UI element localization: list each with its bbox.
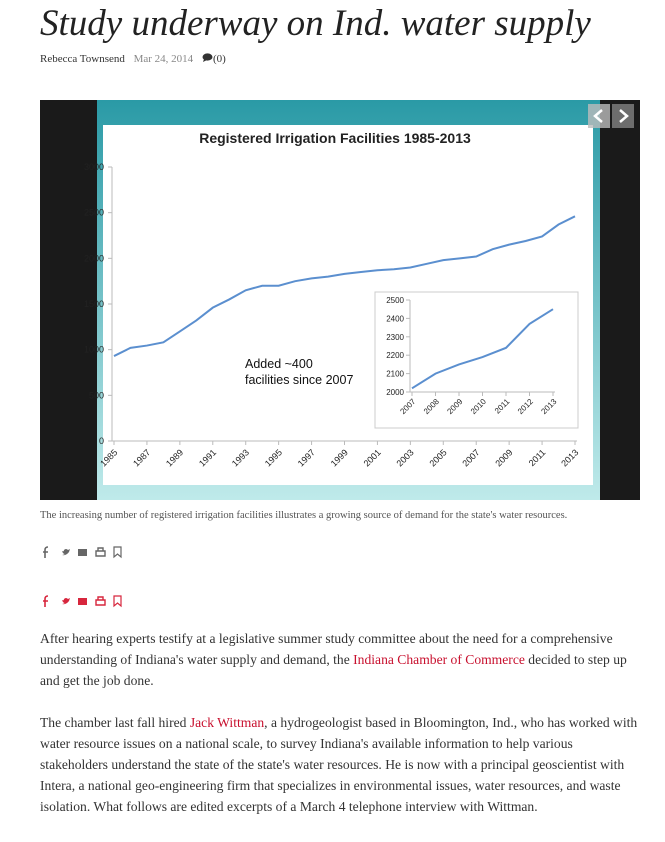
article-title: Study underway on Ind. water supply xyxy=(40,3,591,44)
text: , a hydrogeologist based in Bloomington,… xyxy=(40,715,638,814)
y-tick-label: 500 xyxy=(89,390,104,400)
y-tick-label: 2000 xyxy=(386,388,404,397)
mail-icon[interactable] xyxy=(78,549,87,556)
paragraph: After hearing experts testify at a legis… xyxy=(40,628,640,691)
text: The chamber last fall hired xyxy=(40,715,190,730)
mail-icon[interactable] xyxy=(78,598,87,605)
bookmark-icon[interactable] xyxy=(113,595,122,608)
y-tick-label: 2500 xyxy=(84,208,104,218)
comment-count: (0) xyxy=(212,53,226,65)
share-bar xyxy=(43,546,122,559)
text: decided to step up and get the job done. xyxy=(40,652,627,688)
twitter-icon[interactable] xyxy=(62,598,70,605)
y-tick-label: 2200 xyxy=(386,351,404,360)
share-bar xyxy=(43,595,122,608)
facebook-icon[interactable] xyxy=(43,595,49,607)
date: Mar 24, 2014 xyxy=(133,53,194,65)
prev-button[interactable] xyxy=(588,104,610,128)
y-tick-label: 2100 xyxy=(386,370,404,379)
y-tick-label: 1000 xyxy=(84,345,104,355)
comments[interactable]: (0) xyxy=(202,53,226,65)
author[interactable]: Rebecca Townsend xyxy=(40,53,125,65)
y-tick-label: 2500 xyxy=(386,296,404,305)
y-tick-label: 3000 xyxy=(84,162,104,172)
figure: Registered Irrigation Facilities 1985-20… xyxy=(40,100,640,500)
paragraph: The chamber last fall hired Jack Wittman… xyxy=(40,712,640,817)
print-icon[interactable] xyxy=(95,547,106,557)
facebook-icon[interactable] xyxy=(43,546,49,558)
y-tick-label: 2400 xyxy=(386,314,404,323)
chart-title: Registered Irrigation Facilities 1985-20… xyxy=(199,130,471,146)
text: After hearing experts testify at a legis… xyxy=(40,631,613,667)
y-tick-label: 2300 xyxy=(386,333,404,342)
data-line xyxy=(411,308,554,390)
y-tick-label: 0 xyxy=(99,436,104,446)
twitter-icon[interactable] xyxy=(62,549,70,556)
annotation: Added ~400 xyxy=(245,357,313,371)
byline: Rebecca Townsend Mar 24, 2014 (0) xyxy=(40,53,226,65)
caption: The increasing number of registered irri… xyxy=(40,510,568,521)
data-line xyxy=(113,215,576,357)
link[interactable]: Jack Wittman xyxy=(189,715,265,730)
y-tick-label: 2000 xyxy=(84,253,104,263)
annotation: facilities since 2007 xyxy=(245,373,353,387)
print-icon[interactable] xyxy=(95,596,106,606)
bookmark-icon[interactable] xyxy=(113,546,122,559)
link[interactable]: Indiana Chamber of Commerce xyxy=(353,652,525,667)
comment-icon xyxy=(202,53,213,62)
next-button[interactable] xyxy=(612,104,634,128)
y-tick-label: 1500 xyxy=(84,299,104,309)
